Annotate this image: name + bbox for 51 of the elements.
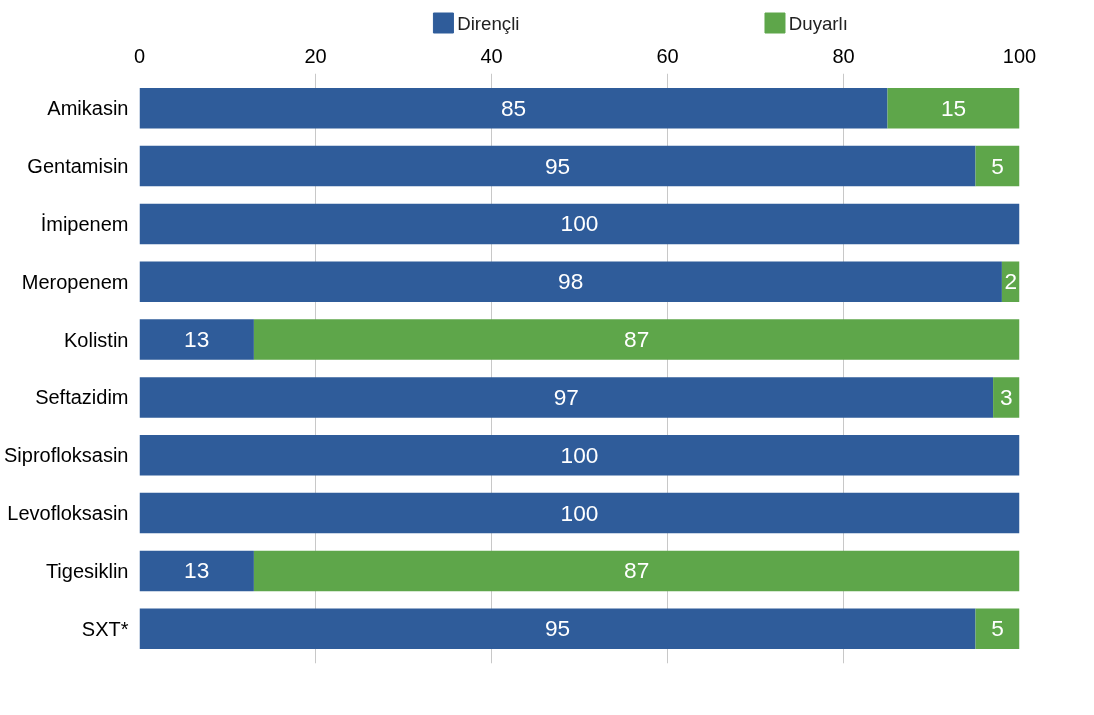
data-label: 95 [544, 152, 571, 179]
bar [139, 435, 1020, 476]
data-label: 98 [558, 268, 584, 295]
bar [993, 377, 1020, 418]
data-label: 5 [991, 615, 1004, 642]
data-label: 95 [544, 615, 571, 642]
x-tick-label: 0 [133, 44, 146, 67]
y-tick-label: Amikasin [47, 97, 129, 120]
x-tick-label: 60 [656, 44, 679, 67]
data-label: 100 [560, 499, 599, 526]
y-tick-label: Tigesiklin [45, 559, 129, 582]
bar [139, 492, 1020, 534]
y-tick-label: Levofloksasin [7, 502, 129, 525]
y-tick-label: Gentamisin [27, 155, 129, 178]
data-label: 13 [184, 326, 210, 353]
bar [139, 145, 976, 187]
data-label: 2 [1004, 268, 1018, 295]
bar [139, 87, 888, 129]
data-label: 15 [940, 94, 967, 121]
y-tick-label: Siprofloksasin [4, 444, 129, 467]
data-label: 5 [991, 152, 1004, 179]
x-tick-label: 20 [304, 44, 327, 67]
x-tick-label: 80 [832, 44, 855, 67]
y-tick-label: Kolistin [64, 328, 129, 351]
y-tick-label: Seftazidim [35, 386, 129, 409]
bar [253, 319, 1020, 360]
x-tick-label: 100 [1002, 44, 1037, 67]
bar [139, 550, 254, 592]
data-label: 87 [624, 557, 650, 584]
y-tick-label: İmipenem [40, 212, 129, 235]
data-label: 97 [553, 383, 579, 410]
data-label: 85 [500, 94, 527, 121]
bar [887, 87, 1020, 129]
y-tick-label: SXT* [81, 617, 129, 640]
y-tick-label: Meropenem [21, 270, 129, 293]
bar [139, 319, 254, 360]
data-label: 100 [560, 441, 599, 468]
bar [139, 608, 976, 650]
x-tick-label: 40 [480, 44, 503, 67]
data-label: 87 [624, 326, 650, 353]
data-label: 13 [184, 557, 210, 584]
bar [975, 145, 1020, 187]
legend-label: Duyarlı [788, 12, 848, 34]
bar [975, 608, 1020, 650]
legend-label: Dirençli [457, 12, 520, 34]
bar [253, 550, 1020, 592]
data-label: 3 [1000, 383, 1013, 410]
bar [139, 261, 1002, 302]
bar [139, 203, 1020, 245]
data-label: 100 [560, 210, 599, 237]
bar [139, 377, 994, 418]
